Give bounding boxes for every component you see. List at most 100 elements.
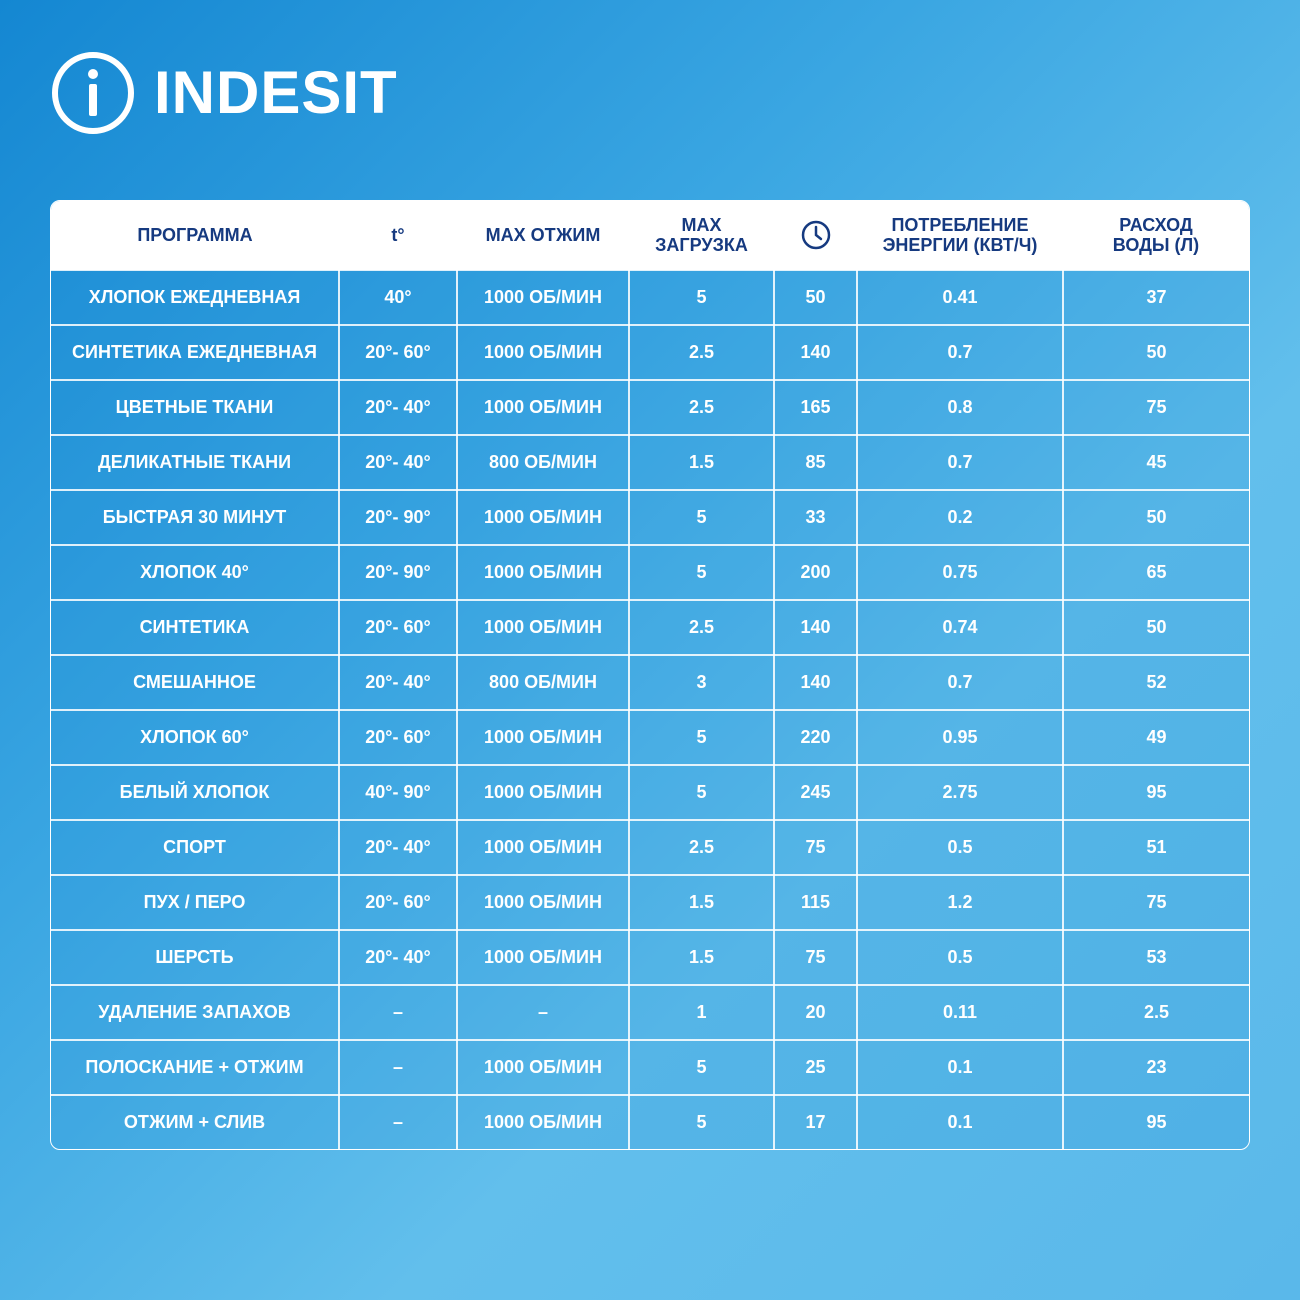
table-cell: 0.5 bbox=[856, 929, 1064, 986]
header-text: РАСХОД bbox=[1119, 215, 1193, 235]
table-row: ХЛОПОК 40° 20°- 90° 1000 ОБ/МИН 5 200 0.75 65 bbox=[51, 544, 1249, 601]
table-cell: 0.1 bbox=[856, 1094, 1064, 1149]
table-cell: 20°- 40° bbox=[338, 929, 458, 986]
table-cell: 0.11 bbox=[856, 984, 1064, 1041]
table-cell: – bbox=[338, 1094, 458, 1149]
table-cell: 75 bbox=[773, 929, 858, 986]
table-cell: 1.5 bbox=[628, 929, 775, 986]
table-row: СИНТЕТИКА 20°- 60° 1000 ОБ/МИН 2.5 140 0.74 50 bbox=[51, 599, 1249, 656]
table-cell: 1000 ОБ/МИН bbox=[456, 709, 630, 766]
table-cell: 20°- 60° bbox=[338, 599, 458, 656]
table-cell: 5 bbox=[628, 709, 775, 766]
table-cell: 75 bbox=[1062, 874, 1249, 931]
table-cell: 0.2 bbox=[856, 489, 1064, 546]
table-cell: 33 bbox=[773, 489, 858, 546]
table-cell: СИНТЕТИКА bbox=[51, 599, 340, 656]
table-cell: 0.7 bbox=[856, 434, 1064, 491]
table-cell: 0.74 bbox=[856, 599, 1064, 656]
table-cell: 20°- 60° bbox=[338, 709, 458, 766]
table-cell: 1.5 bbox=[628, 434, 775, 491]
table-cell: 1.5 bbox=[628, 874, 775, 931]
table-row: СПОРТ 20°- 40° 1000 ОБ/МИН 2.5 75 0.5 51 bbox=[51, 819, 1249, 876]
table-row: ДЕЛИКАТНЫЕ ТКАНИ 20°- 40° 800 ОБ/МИН 1.5 85 0… bbox=[51, 434, 1249, 491]
table-cell: 0.8 bbox=[856, 379, 1064, 436]
table-cell: 51 bbox=[1062, 819, 1249, 876]
table-cell: 45 bbox=[1062, 434, 1249, 491]
table-cell: 1000 ОБ/МИН bbox=[456, 599, 630, 656]
table-cell: 49 bbox=[1062, 709, 1249, 766]
table-cell: 52 bbox=[1062, 654, 1249, 711]
table-cell: 5 bbox=[628, 489, 775, 546]
table-cell: 20°- 60° bbox=[338, 874, 458, 931]
table-cell: 5 bbox=[628, 269, 775, 326]
table-cell: 20 bbox=[773, 984, 858, 1041]
table-cell: 0.41 bbox=[856, 269, 1064, 326]
table-cell: 53 bbox=[1062, 929, 1249, 986]
table-cell: 1000 ОБ/МИН bbox=[456, 764, 630, 821]
table-cell: ЦВЕТНЫЕ ТКАНИ bbox=[51, 379, 340, 436]
header-text: ПРОГРАММА bbox=[137, 225, 253, 245]
header-text: t° bbox=[391, 225, 405, 245]
logo: INDESIT bbox=[50, 50, 398, 136]
table-cell: УДАЛЕНИЕ ЗАПАХОВ bbox=[51, 984, 340, 1041]
table-cell: 20°- 90° bbox=[338, 489, 458, 546]
table-cell: 5 bbox=[628, 764, 775, 821]
table-frame: ПРОГРАММА t° MAX ОТЖИМ MAX ЗАГРУЗКА ПОТРЕБЛЕН… bbox=[50, 200, 1250, 1150]
table-cell: ШЕРСТЬ bbox=[51, 929, 340, 986]
table-cell: СПОРТ bbox=[51, 819, 340, 876]
table-cell: 5 bbox=[628, 1094, 775, 1149]
table-cell: 1000 ОБ/МИН bbox=[456, 1094, 630, 1149]
table-cell: 0.75 bbox=[856, 544, 1064, 601]
header-text: ПОТРЕБЛЕНИЕ bbox=[891, 215, 1029, 235]
table-cell: 1000 ОБ/МИН bbox=[456, 269, 630, 326]
table-cell: 2.5 bbox=[628, 819, 775, 876]
header-text: MAX ОТЖИМ bbox=[485, 225, 601, 245]
table-cell: СМЕШАННОЕ bbox=[51, 654, 340, 711]
table-cell: 0.7 bbox=[856, 654, 1064, 711]
header-text: ЗАГРУЗКА bbox=[655, 235, 748, 255]
table-cell: ХЛОПОК 40° bbox=[51, 544, 340, 601]
header-row: ПРОГРАММА t° MAX ОТЖИМ MAX ЗАГРУЗКА ПОТРЕБЛЕН… bbox=[51, 201, 1249, 270]
clock-icon bbox=[801, 220, 830, 250]
table-cell: 800 ОБ/МИН bbox=[456, 434, 630, 491]
table-cell: 95 bbox=[1062, 764, 1249, 821]
table-row: ПОЛОСКАНИЕ + ОТЖИМ –1000 ОБ/МИН 5 25 0.1 23 bbox=[51, 1039, 1249, 1096]
table-cell: ХЛОПОК ЕЖЕДНЕВНАЯ bbox=[51, 269, 340, 326]
logo-icon bbox=[52, 52, 134, 134]
table-cell: 75 bbox=[773, 819, 858, 876]
table-cell: 20°- 40° bbox=[338, 819, 458, 876]
table-cell: 140 bbox=[773, 324, 858, 381]
table-cell: 50 bbox=[773, 269, 858, 326]
table-cell: 50 bbox=[1062, 324, 1249, 381]
table-cell: 1000 ОБ/МИН bbox=[456, 489, 630, 546]
program-table: ПРОГРАММА t° MAX ОТЖИМ MAX ЗАГРУЗКА ПОТРЕБЛЕН… bbox=[51, 201, 1249, 1149]
table-cell: – bbox=[338, 1039, 458, 1096]
table-cell: 2.5 bbox=[628, 324, 775, 381]
table-row: БЕЛЫЙ ХЛОПОК 40°- 90° 1000 ОБ/МИН 5 245 2.75 9… bbox=[51, 764, 1249, 821]
table-cell: ПУХ / ПЕРО bbox=[51, 874, 340, 931]
brand-name: INDESIT bbox=[154, 59, 398, 126]
table-cell: 95 bbox=[1062, 1094, 1249, 1149]
table-row: ХЛОПОК 60° 20°- 60° 1000 ОБ/МИН 5 220 0.95 49 bbox=[51, 709, 1249, 766]
table-cell: 1000 ОБ/МИН bbox=[456, 544, 630, 601]
table-body: ХЛОПОК ЕЖЕДНЕВНАЯ 40° 1000 ОБ/МИН 5 50 0.41 37… bbox=[51, 269, 1249, 1149]
table-row: ОТЖИМ + СЛИВ –1000 ОБ/МИН 5 17 0.1 95 bbox=[51, 1094, 1249, 1149]
table-row: СМЕШАННОЕ 20°- 40° 800 ОБ/МИН 3 140 0.7 52 bbox=[51, 654, 1249, 711]
table-cell: ПОЛОСКАНИЕ + ОТЖИМ bbox=[51, 1039, 340, 1096]
table-cell: ОТЖИМ + СЛИВ bbox=[51, 1094, 340, 1149]
header-text: MAX bbox=[681, 215, 722, 235]
table-cell: 220 bbox=[773, 709, 858, 766]
table-cell: 5 bbox=[628, 544, 775, 601]
table-cell: 20°- 40° bbox=[338, 654, 458, 711]
table-cell: БЕЛЫЙ ХЛОПОК bbox=[51, 764, 340, 821]
table-cell: 85 bbox=[773, 434, 858, 491]
header-text: ВОДЫ (Л) bbox=[1112, 235, 1200, 255]
table-cell: 1000 ОБ/МИН bbox=[456, 379, 630, 436]
table-cell: 1000 ОБ/МИН bbox=[456, 819, 630, 876]
table-cell: 5 bbox=[628, 1039, 775, 1096]
table-cell: 20°- 60° bbox=[338, 324, 458, 381]
table-row: БЫСТРАЯ 30 МИНУТ 20°- 90° 1000 ОБ/МИН 5 33 0.… bbox=[51, 489, 1249, 546]
table-cell: 2.75 bbox=[856, 764, 1064, 821]
table-cell: 75 bbox=[1062, 379, 1249, 436]
